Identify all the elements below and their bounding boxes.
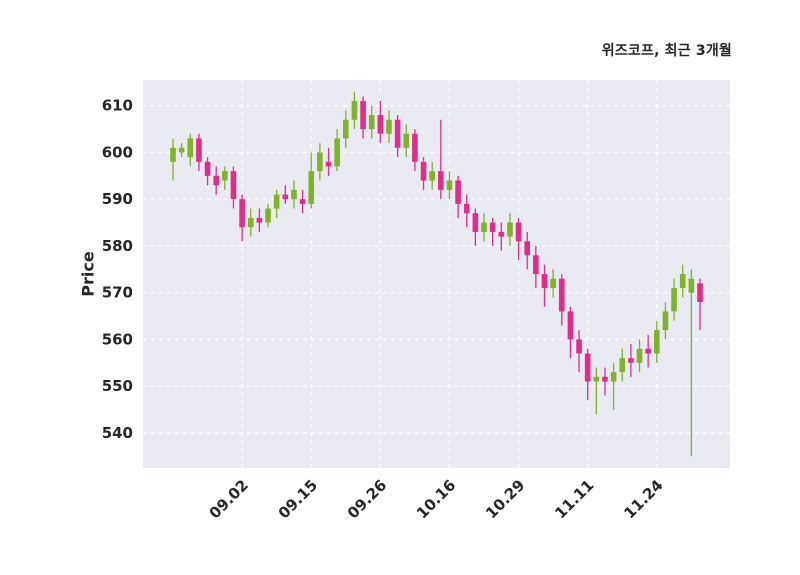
candle-body-down — [213, 175, 219, 186]
candle-body-up — [403, 133, 410, 148]
y-tick-label: 540 — [102, 424, 133, 442]
candle-body-up — [636, 348, 643, 363]
candle-body-down — [412, 133, 418, 162]
candle-body-up — [368, 115, 375, 130]
candle-body-up — [334, 138, 340, 167]
candle-body-up — [446, 180, 453, 190]
x-tick-label: 09.26 — [344, 476, 390, 522]
candle-body-up — [550, 278, 556, 289]
y-tick-label: 570 — [102, 284, 133, 302]
candle-body-down — [515, 222, 522, 242]
chart-title: 위즈코프, 최근 3개월 — [601, 43, 732, 59]
candle-body-down — [204, 161, 211, 176]
candle-body-up — [593, 376, 600, 382]
candle-body-up — [342, 119, 349, 139]
candle-body-down — [394, 119, 401, 148]
candle-body-down — [602, 376, 608, 382]
candle-body-down — [420, 161, 427, 181]
candle-body-down — [541, 274, 548, 289]
candle-body-up — [222, 171, 228, 181]
candle-body-down — [196, 138, 202, 162]
y-tick-label: 590 — [102, 190, 133, 208]
candle-body-down — [645, 348, 651, 354]
candle-body-down — [584, 353, 591, 382]
candle-body-up — [291, 189, 297, 200]
candle-body-up — [170, 147, 176, 162]
candle-body-up — [178, 147, 185, 153]
candle-body-up — [386, 119, 392, 134]
candle-body-down — [377, 115, 384, 134]
candle-body-up — [265, 208, 271, 223]
y-tick-label: 560 — [102, 330, 133, 348]
candle-body-down — [325, 161, 332, 167]
candle-body-up — [688, 278, 695, 293]
x-tick-label: 10.29 — [482, 476, 528, 522]
x-tick-label: 10.16 — [413, 476, 459, 522]
candle-body-up — [662, 311, 669, 331]
candle-body-down — [533, 255, 539, 274]
candle-body-up — [671, 288, 677, 312]
y-tick-label: 550 — [102, 377, 133, 395]
candle-body-up — [247, 217, 254, 228]
candle-body-down — [455, 180, 461, 204]
candle-body-up — [187, 138, 194, 158]
candle-body-down — [239, 199, 245, 228]
y-tick-label: 610 — [102, 97, 133, 115]
x-tick-label: 11.11 — [551, 476, 597, 522]
candle-body-down — [524, 241, 531, 256]
candle-body-down — [472, 213, 479, 232]
candle-body-down — [628, 358, 634, 363]
candle-body-down — [230, 171, 237, 200]
candle-body-down — [558, 278, 565, 312]
y-axis-label: Price — [78, 251, 98, 297]
candle-body-up — [507, 222, 513, 237]
candle-body-up — [317, 152, 323, 172]
candle-body-down — [697, 283, 703, 303]
candle-body-up — [654, 330, 660, 354]
candle-body-up — [273, 194, 280, 209]
candle-body-down — [489, 222, 496, 232]
candle-body-down — [360, 101, 366, 130]
candle-body-up — [351, 101, 358, 120]
candle-body-up — [308, 171, 315, 204]
x-tick-label: 11.24 — [620, 476, 666, 522]
y-tick-label: 600 — [102, 143, 133, 161]
x-tick-label: 09.02 — [206, 476, 252, 522]
candle-body-down — [576, 339, 582, 354]
candle-body-down — [463, 203, 470, 214]
y-tick-label: 580 — [102, 237, 133, 255]
candle-body-down — [498, 231, 505, 237]
candle-body-down — [567, 311, 574, 340]
candle-body-up — [429, 171, 435, 181]
candle-body-up — [679, 274, 686, 289]
candle-body-down — [438, 171, 444, 190]
candle-body-down — [282, 194, 289, 200]
candle-body-up — [619, 358, 626, 373]
candle-body-up — [481, 222, 487, 232]
x-tick-label: 09.15 — [275, 476, 321, 522]
plot-area — [143, 80, 730, 468]
candle-body-up — [610, 372, 617, 382]
candle-body-down — [256, 217, 263, 223]
candle-body-down — [299, 199, 306, 204]
